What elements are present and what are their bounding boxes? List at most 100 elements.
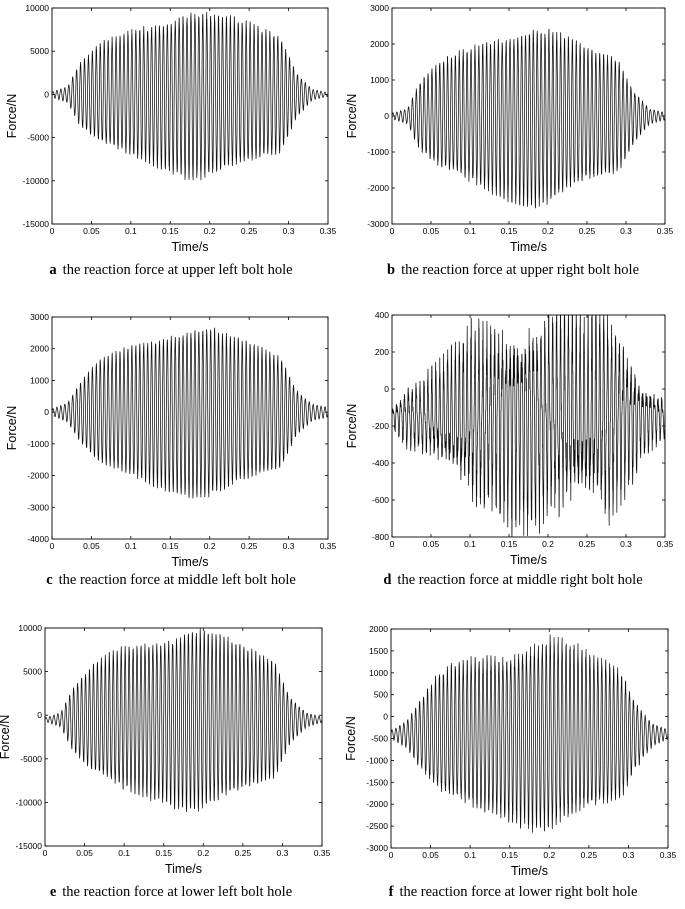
x-tick-label-f: 0.2 xyxy=(543,850,555,860)
y-tick-label-c: 2000 xyxy=(30,344,49,354)
x-tick-label-d: 0.1 xyxy=(464,539,476,549)
plot-frame-c xyxy=(51,316,329,540)
x-tick-label-c: 0.05 xyxy=(83,541,100,551)
chart-a-svg: 0 0.05 0.1 0.15 0.2 0.25 0.3 0.35 -15000 -10000 -5… xyxy=(5,3,337,254)
y-tick-label-f: -3000 xyxy=(366,843,388,853)
y-axis-label-f: Force/N xyxy=(344,716,358,760)
x-tick-label-c: 0.3 xyxy=(283,541,295,551)
x-tick-label-f: 0.25 xyxy=(581,850,598,860)
x-axis-label-a: Time/s xyxy=(171,240,208,254)
y-tick-label-f: 1000 xyxy=(369,668,388,678)
x-tick-label-e: 0.25 xyxy=(235,848,252,858)
x-tick-label-e: 0 xyxy=(43,848,48,858)
x-tick-label-b: 0.05 xyxy=(423,226,440,236)
caption-c: c the reaction force at middle left bolt … xyxy=(0,572,342,589)
series-line-e xyxy=(44,628,323,812)
x-tick-label-f: 0.35 xyxy=(660,850,677,860)
x-tick-label-a: 0.15 xyxy=(162,226,179,236)
y-tick-label-e: -5000 xyxy=(20,754,42,764)
y-tick-label-b: 3000 xyxy=(370,3,389,13)
caption-e-text: the reaction force at lower left bolt ho… xyxy=(62,884,293,900)
y-axis-label-d: Force/N xyxy=(345,404,359,448)
y-tick-label-a: -15000 xyxy=(23,219,50,229)
y-tick-label-c: -2000 xyxy=(27,471,49,481)
x-tick-label-d: 0.35 xyxy=(657,539,674,549)
y-tick-label-f: -500 xyxy=(371,734,388,744)
x-tick-label-d: 0 xyxy=(390,539,395,549)
x-tick-label-a: 0.1 xyxy=(125,226,137,236)
y-tick-label-e: 0 xyxy=(37,710,42,720)
x-tick-label-b: 0.2 xyxy=(542,226,554,236)
y-tick-label-f: -2500 xyxy=(366,821,388,831)
x-tick-label-a: 0.3 xyxy=(283,226,295,236)
y-tick-label-a: 10000 xyxy=(25,3,49,13)
chart-panel-e: 0 0.05 0.1 0.15 0.2 0.25 0.3 0.35 -15000 -10000 -5… xyxy=(0,606,342,909)
y-tick-label-b: -2000 xyxy=(367,183,389,193)
chart-c-svg: 0 0.05 0.1 0.15 0.2 0.25 0.3 0.35 -4000 -3000 -200… xyxy=(5,312,337,569)
caption-b: b the reaction force at upper right bolt … xyxy=(342,262,684,279)
y-tick-label-e: -10000 xyxy=(16,797,43,807)
x-tick-label-d: 0.3 xyxy=(620,539,632,549)
caption-b-letter: b xyxy=(386,262,396,278)
caption-d-letter: d xyxy=(383,572,392,588)
caption-f-text: the reaction force at lower right bolt h… xyxy=(399,884,638,900)
y-tick-label-e: -15000 xyxy=(16,841,43,851)
y-tick-label-c: -3000 xyxy=(27,502,49,512)
y-tick-label-d: -800 xyxy=(372,532,389,542)
y-tick-label-b: 0 xyxy=(384,111,389,121)
y-tick-label-a: -10000 xyxy=(23,176,50,186)
y-tick-label-d: 200 xyxy=(375,347,389,357)
chart-panel-a: 0 0.05 0.1 0.15 0.2 0.25 0.3 0.35 -15000 -10000 -5… xyxy=(0,0,342,303)
caption-c-text: the reaction force at middle left bolt h… xyxy=(58,572,296,588)
y-tick-label-b: -1000 xyxy=(367,147,389,157)
x-axis-label-c: Time/s xyxy=(171,555,208,569)
series-line-d xyxy=(391,314,666,538)
y-tick-label-d: -400 xyxy=(372,458,389,468)
caption-f: f the reaction force at lower right bolt … xyxy=(342,884,684,901)
x-tick-label-e: 0.15 xyxy=(155,848,172,858)
y-tick-label-a: -5000 xyxy=(27,133,49,143)
x-tick-label-f: 0.3 xyxy=(623,850,635,860)
y-tick-label-c: -1000 xyxy=(27,439,49,449)
y-tick-label-f: 500 xyxy=(374,690,388,700)
x-tick-label-b: 0.25 xyxy=(579,226,596,236)
x-tick-label-f: 0.1 xyxy=(464,850,476,860)
chart-f-svg: 0 0.05 0.1 0.15 0.2 0.25 0.3 0.35 -3000 -2500 -200… xyxy=(344,624,677,878)
x-tick-label-c: 0 xyxy=(50,541,55,551)
series-line-b xyxy=(391,28,666,209)
x-tick-label-a: 0.05 xyxy=(83,226,100,236)
chart-panel-b: 0 0.05 0.1 0.15 0.2 0.25 0.3 0.35 -3000 -2000 -100… xyxy=(342,0,684,303)
x-tick-label-b: 0.15 xyxy=(501,226,518,236)
caption-c-letter: c xyxy=(46,572,53,588)
y-axis-label-a: Force/N xyxy=(5,94,19,138)
caption-e-letter: e xyxy=(49,884,57,900)
y-tick-label-b: -3000 xyxy=(367,219,389,229)
y-tick-label-d: -600 xyxy=(372,495,389,505)
y-tick-label-b: 2000 xyxy=(370,39,389,49)
y-tick-label-a: 0 xyxy=(44,89,49,99)
x-tick-label-c: 0.2 xyxy=(204,541,216,551)
x-axis-label-f: Time/s xyxy=(511,864,548,878)
x-tick-label-c: 0.35 xyxy=(320,541,337,551)
y-tick-label-c: 1000 xyxy=(30,375,49,385)
x-tick-label-b: 0.1 xyxy=(464,226,476,236)
caption-d-text: the reaction force at middle right bolt … xyxy=(397,572,643,588)
caption-e: e the reaction force at lower left bolt h… xyxy=(0,884,342,901)
x-tick-label-e: 0.3 xyxy=(277,848,289,858)
x-tick-label-e: 0.2 xyxy=(197,848,209,858)
x-tick-label-f: 0.15 xyxy=(501,850,518,860)
y-tick-label-f: -1000 xyxy=(366,755,388,765)
y-tick-label-e: 5000 xyxy=(23,667,42,677)
y-axis-label-b: Force/N xyxy=(345,94,359,138)
series-line-f xyxy=(390,634,669,833)
caption-d: d the reaction force at middle right bolt… xyxy=(342,572,684,589)
y-tick-label-a: 5000 xyxy=(30,46,49,56)
x-tick-label-a: 0 xyxy=(50,226,55,236)
series-line-a xyxy=(51,12,329,181)
y-tick-label-c: -4000 xyxy=(27,534,49,544)
x-tick-label-d: 0.05 xyxy=(423,539,440,549)
x-tick-label-e: 0.35 xyxy=(314,848,331,858)
x-tick-label-b: 0 xyxy=(390,226,395,236)
y-tick-label-f: -2000 xyxy=(366,799,388,809)
x-axis-label-d: Time/s xyxy=(510,553,547,567)
